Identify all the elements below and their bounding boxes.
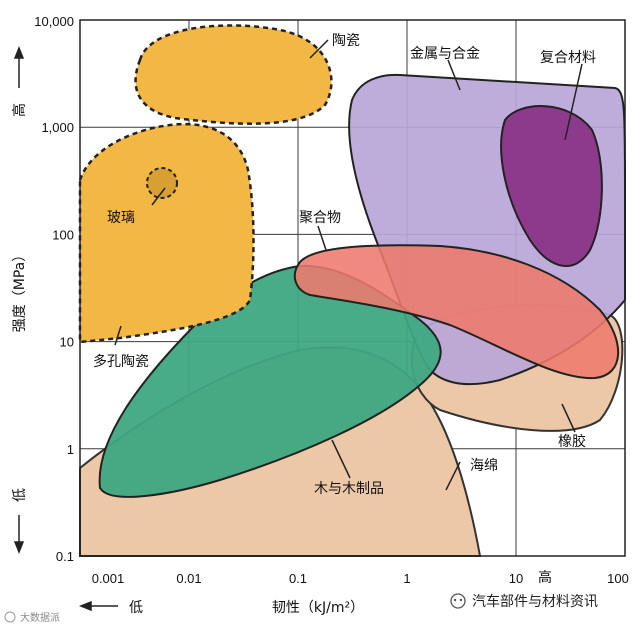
x-axis-title: 韧性（kJ/m²） <box>272 600 364 616</box>
label-ceramics: 陶瓷 <box>332 33 360 49</box>
wechat-icon <box>450 593 466 609</box>
label-foam: 海绵 <box>470 457 498 474</box>
region-wood <box>98 264 442 498</box>
x-axis-arrow <box>78 600 118 612</box>
watermark-left: 大数据派 <box>4 611 60 624</box>
y-tick-label: 100 <box>52 227 74 242</box>
watermark-left-logo-icon <box>4 611 16 623</box>
y-axis-low-label: 低 <box>12 488 28 502</box>
label-polymers: 聚合物 <box>299 210 341 226</box>
label-rubber: 橡胶 <box>558 433 586 450</box>
watermark-right: 汽车部件与材料资讯 <box>450 593 598 610</box>
x-tick-label: 10 <box>509 571 523 586</box>
label-porous-ceramics: 多孔陶瓷 <box>93 353 149 370</box>
y-tick-label: 1,000 <box>41 120 74 135</box>
x-tick-label: 100 <box>607 571 629 586</box>
y-tick-label: 1 <box>67 442 74 457</box>
y-axis-high-label: 高 <box>11 103 28 117</box>
y-axis-arrows <box>13 45 25 555</box>
x-tick-label: 0.1 <box>289 571 307 586</box>
x-axis-high-label: 高 <box>538 569 552 586</box>
label-metals: 金属与合金 <box>410 46 480 62</box>
region-porous-ceramics <box>78 122 255 344</box>
y-tick-label: 10 <box>60 335 74 350</box>
y-tick-label: 0.1 <box>56 549 74 564</box>
watermark-left-text: 大数据派 <box>20 611 60 624</box>
wechat-icon-dot <box>453 598 457 602</box>
x-tick-label: 0.01 <box>176 571 201 586</box>
plot-frame <box>79 19 626 557</box>
label-wood: 木与木制品 <box>314 481 384 497</box>
x-tick-label: 0.001 <box>92 571 125 586</box>
y-tick-labels: 0.1 1 10 100 1,000 10,000 <box>34 14 74 564</box>
label-glass: 玻璃 <box>107 209 135 226</box>
leader-lines <box>114 39 583 491</box>
y-axis-title: 强度（MPa） <box>12 248 28 332</box>
x-axis-low-label: 低 <box>129 600 143 616</box>
y-tick-label: 10,000 <box>34 14 74 29</box>
region-polymers <box>293 244 620 380</box>
x-tick-label: 1 <box>403 571 410 586</box>
region-glass <box>146 167 178 199</box>
x-tick-labels: 0.001 0.01 0.1 1 10 100 <box>92 571 629 586</box>
wechat-icon-dot-2 <box>459 598 463 602</box>
label-composites: 复合材料 <box>540 49 596 66</box>
watermark-right-text: 汽车部件与材料资讯 <box>472 593 598 610</box>
region-composites <box>500 105 603 267</box>
region-ceramics <box>134 24 333 125</box>
